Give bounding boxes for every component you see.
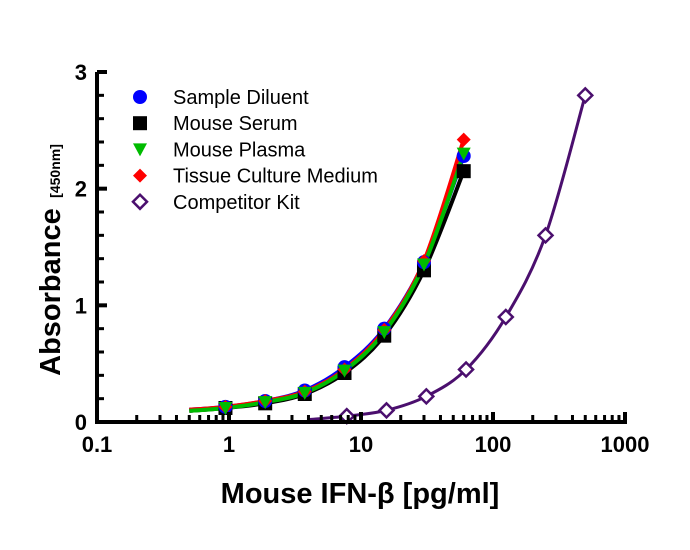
data-point [457, 360, 475, 379]
data-point [456, 147, 471, 161]
y-tick-label: 3 [75, 60, 87, 85]
legend-marker [131, 193, 149, 211]
data-point [258, 396, 273, 410]
legend-label: Competitor Kit [173, 192, 300, 214]
data-point [456, 132, 471, 147]
legend-label: Mouse Plasma [173, 139, 306, 161]
svg-text:Absorbance [450nm]: Absorbance [450nm] [35, 144, 67, 376]
data-point [416, 258, 431, 272]
x-tick-label: 0.1 [82, 432, 113, 457]
legend-marker [133, 116, 147, 131]
y-axis-label: Absorbance [35, 208, 67, 376]
legend-label: Sample Diluent [173, 87, 309, 109]
data-point [337, 364, 352, 378]
data-point [377, 326, 392, 340]
x-tick-label: 1 [223, 432, 235, 457]
legend-marker [133, 168, 147, 183]
data-point [576, 86, 595, 105]
legend-label: Tissue Culture Medium [173, 166, 378, 188]
data-point [456, 164, 471, 179]
legend-marker [133, 143, 147, 157]
legend-marker [133, 90, 147, 104]
x-tick-label: 100 [475, 432, 512, 457]
legend-label: Mouse Serum [173, 113, 298, 135]
data-point [377, 401, 396, 420]
axes: 0 1 2 3 0.1 1 10 100 1000 [75, 60, 650, 457]
data-point [297, 386, 312, 400]
data-point [497, 308, 515, 326]
x-axis-label: Mouse IFN-β [pg/ml] [221, 478, 500, 510]
data-point [417, 387, 436, 406]
legend: Sample Diluent Mouse Serum Mouse Plasma Tis… [131, 87, 378, 214]
y-tick-label: 1 [75, 293, 87, 318]
y-tick-label: 0 [75, 410, 87, 435]
data-point [536, 226, 555, 245]
y-tick-label: 2 [75, 177, 87, 202]
data-point [218, 402, 233, 415]
y-axis-label-unit: [450nm] [47, 144, 63, 198]
y-axis-title: Absorbance [450nm] [35, 144, 67, 376]
x-tick-label: 10 [349, 432, 373, 457]
data-points [218, 86, 595, 425]
x-tick-label: 1000 [601, 432, 650, 457]
